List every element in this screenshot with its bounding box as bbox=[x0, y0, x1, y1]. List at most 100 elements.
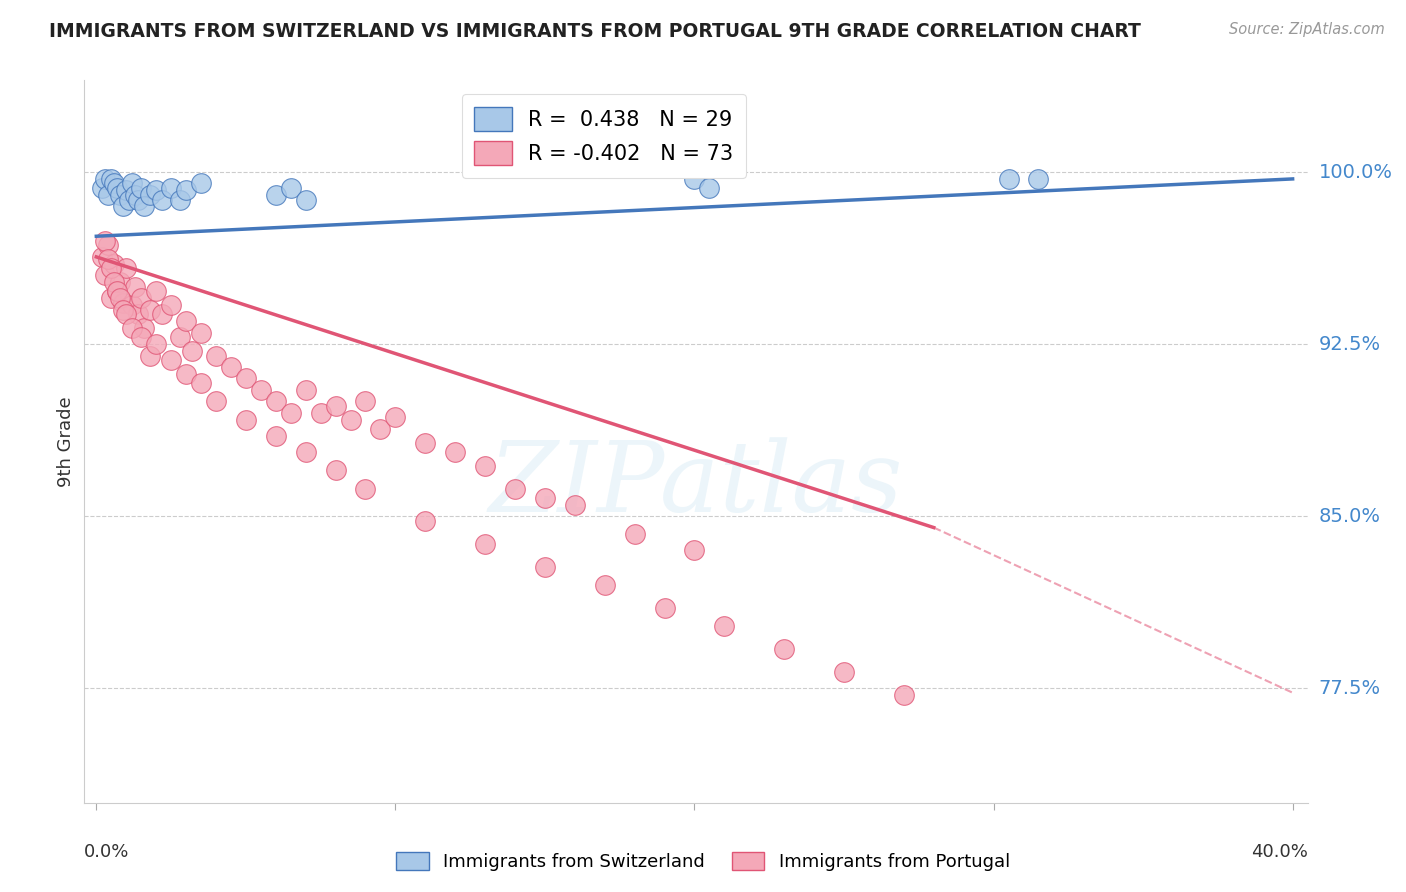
Point bbox=[503, 482, 526, 496]
Point bbox=[534, 559, 557, 574]
Point bbox=[129, 330, 152, 344]
Point bbox=[134, 321, 156, 335]
Point bbox=[94, 234, 117, 248]
Point bbox=[997, 172, 1019, 186]
Point bbox=[190, 376, 212, 390]
Point bbox=[683, 543, 706, 558]
Point bbox=[121, 177, 143, 191]
Point bbox=[145, 183, 167, 197]
Point bbox=[309, 406, 332, 420]
Text: ZIPatlas: ZIPatlas bbox=[489, 437, 903, 533]
Point bbox=[160, 353, 183, 368]
Point bbox=[115, 183, 138, 197]
Point bbox=[174, 183, 197, 197]
Point bbox=[235, 371, 257, 385]
Text: 92.5%: 92.5% bbox=[1319, 334, 1381, 353]
Point bbox=[94, 172, 117, 186]
Point bbox=[413, 514, 436, 528]
Point bbox=[1028, 172, 1050, 186]
Point bbox=[354, 482, 377, 496]
Point bbox=[139, 302, 162, 317]
Text: 40.0%: 40.0% bbox=[1251, 843, 1308, 861]
Point bbox=[150, 307, 173, 321]
Text: 85.0%: 85.0% bbox=[1319, 507, 1381, 525]
Point bbox=[264, 394, 287, 409]
Point bbox=[190, 177, 212, 191]
Point bbox=[713, 619, 735, 633]
Point bbox=[97, 252, 120, 267]
Point bbox=[235, 413, 257, 427]
Point bbox=[139, 188, 162, 202]
Point bbox=[339, 413, 361, 427]
Point bbox=[103, 275, 125, 289]
Point bbox=[280, 406, 302, 420]
Point bbox=[654, 600, 676, 615]
Point bbox=[112, 199, 135, 213]
Point bbox=[103, 257, 125, 271]
Legend: R =  0.438   N = 29, R = -0.402   N = 73: R = 0.438 N = 29, R = -0.402 N = 73 bbox=[461, 95, 747, 178]
Point bbox=[121, 321, 143, 335]
Point bbox=[294, 383, 316, 397]
Point bbox=[115, 261, 138, 276]
Point bbox=[129, 291, 152, 305]
Point bbox=[129, 181, 152, 195]
Point bbox=[699, 181, 721, 195]
Point bbox=[294, 445, 316, 459]
Point bbox=[105, 285, 128, 299]
Point bbox=[121, 298, 143, 312]
Point bbox=[264, 188, 287, 202]
Point bbox=[354, 394, 377, 409]
Point bbox=[112, 295, 135, 310]
Point bbox=[127, 307, 149, 321]
Point bbox=[250, 383, 273, 397]
Point bbox=[169, 330, 191, 344]
Point bbox=[105, 181, 128, 195]
Point bbox=[413, 435, 436, 450]
Point bbox=[181, 343, 204, 358]
Point bbox=[124, 279, 146, 293]
Point bbox=[160, 298, 183, 312]
Text: Source: ZipAtlas.com: Source: ZipAtlas.com bbox=[1229, 22, 1385, 37]
Point bbox=[97, 238, 120, 252]
Point bbox=[91, 181, 114, 195]
Point bbox=[124, 188, 146, 202]
Point bbox=[370, 422, 392, 436]
Point bbox=[534, 491, 557, 505]
Point bbox=[174, 314, 197, 328]
Point bbox=[205, 349, 228, 363]
Point bbox=[169, 193, 191, 207]
Point bbox=[384, 410, 406, 425]
Point bbox=[110, 188, 132, 202]
Point bbox=[103, 177, 125, 191]
Point bbox=[94, 268, 117, 283]
Point bbox=[564, 498, 586, 512]
Point bbox=[150, 193, 173, 207]
Point bbox=[160, 181, 183, 195]
Point bbox=[444, 445, 467, 459]
Point bbox=[110, 291, 132, 305]
Point bbox=[832, 665, 855, 679]
Point bbox=[118, 193, 141, 207]
Text: 0.0%: 0.0% bbox=[84, 843, 129, 861]
Point bbox=[115, 307, 138, 321]
Point bbox=[474, 536, 496, 550]
Point bbox=[294, 193, 316, 207]
Point bbox=[264, 429, 287, 443]
Text: 100.0%: 100.0% bbox=[1319, 162, 1393, 182]
Point bbox=[174, 367, 197, 381]
Point bbox=[97, 188, 120, 202]
Text: 77.5%: 77.5% bbox=[1319, 679, 1381, 698]
Point bbox=[134, 199, 156, 213]
Point bbox=[773, 642, 796, 657]
Point bbox=[112, 302, 135, 317]
Point bbox=[100, 291, 122, 305]
Point bbox=[100, 172, 122, 186]
Point bbox=[91, 250, 114, 264]
Point bbox=[325, 399, 347, 413]
Y-axis label: 9th Grade: 9th Grade bbox=[56, 396, 75, 487]
Point bbox=[139, 349, 162, 363]
Point bbox=[683, 172, 706, 186]
Point bbox=[219, 359, 242, 374]
Point bbox=[105, 285, 128, 299]
Point bbox=[100, 261, 122, 276]
